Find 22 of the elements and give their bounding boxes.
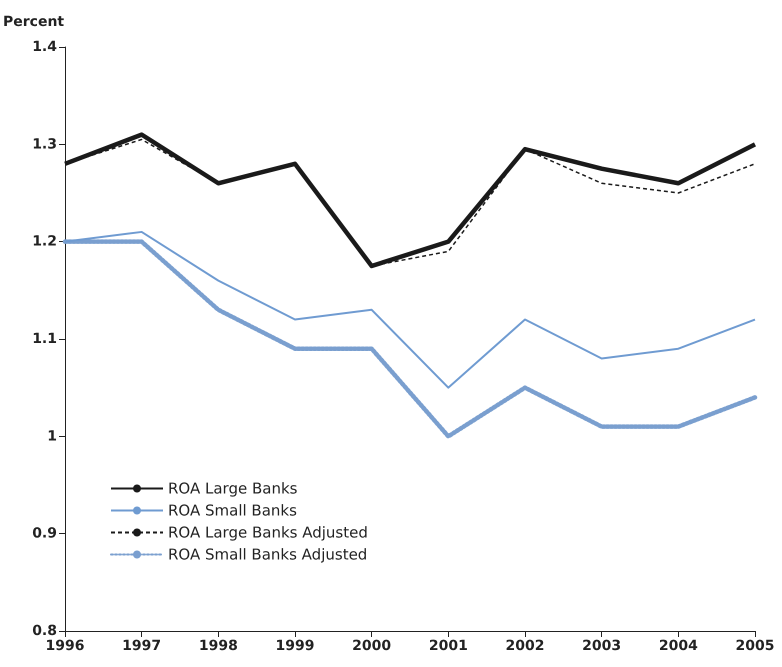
y-tick-label: 0.9 — [32, 526, 57, 542]
legend-label: ROA Large Banks Adjusted — [168, 524, 368, 542]
legend-label: ROA Small Banks Adjusted — [168, 546, 368, 564]
y-axis-title: Percent — [3, 14, 64, 30]
x-tick-label: 2001 — [428, 638, 468, 654]
y-tick-label: 0.8 — [32, 623, 57, 639]
x-tick-label: 1997 — [122, 638, 162, 654]
y-tick-label: 1.4 — [32, 39, 58, 55]
x-tick-label: 2003 — [582, 638, 622, 654]
x-tick-label: 1999 — [276, 638, 314, 654]
y-tick-label: 1.1 — [32, 331, 57, 347]
x-tick-label: 1998 — [198, 638, 238, 654]
x-tick-label: 2004 — [658, 638, 698, 654]
x-tick-label: 1996 — [46, 638, 84, 654]
x-tick-label: 2000 — [352, 638, 392, 654]
x-tick-label: 2005 — [736, 638, 774, 654]
legend-label: ROA Large Banks — [168, 480, 298, 498]
legend-label: ROA Small Banks — [168, 502, 298, 520]
y-tick-label: 1 — [47, 428, 57, 444]
y-tick-label: 1.3 — [32, 136, 57, 152]
y-tick-label: 1.2 — [32, 234, 57, 250]
x-tick-label: 2002 — [506, 638, 544, 654]
